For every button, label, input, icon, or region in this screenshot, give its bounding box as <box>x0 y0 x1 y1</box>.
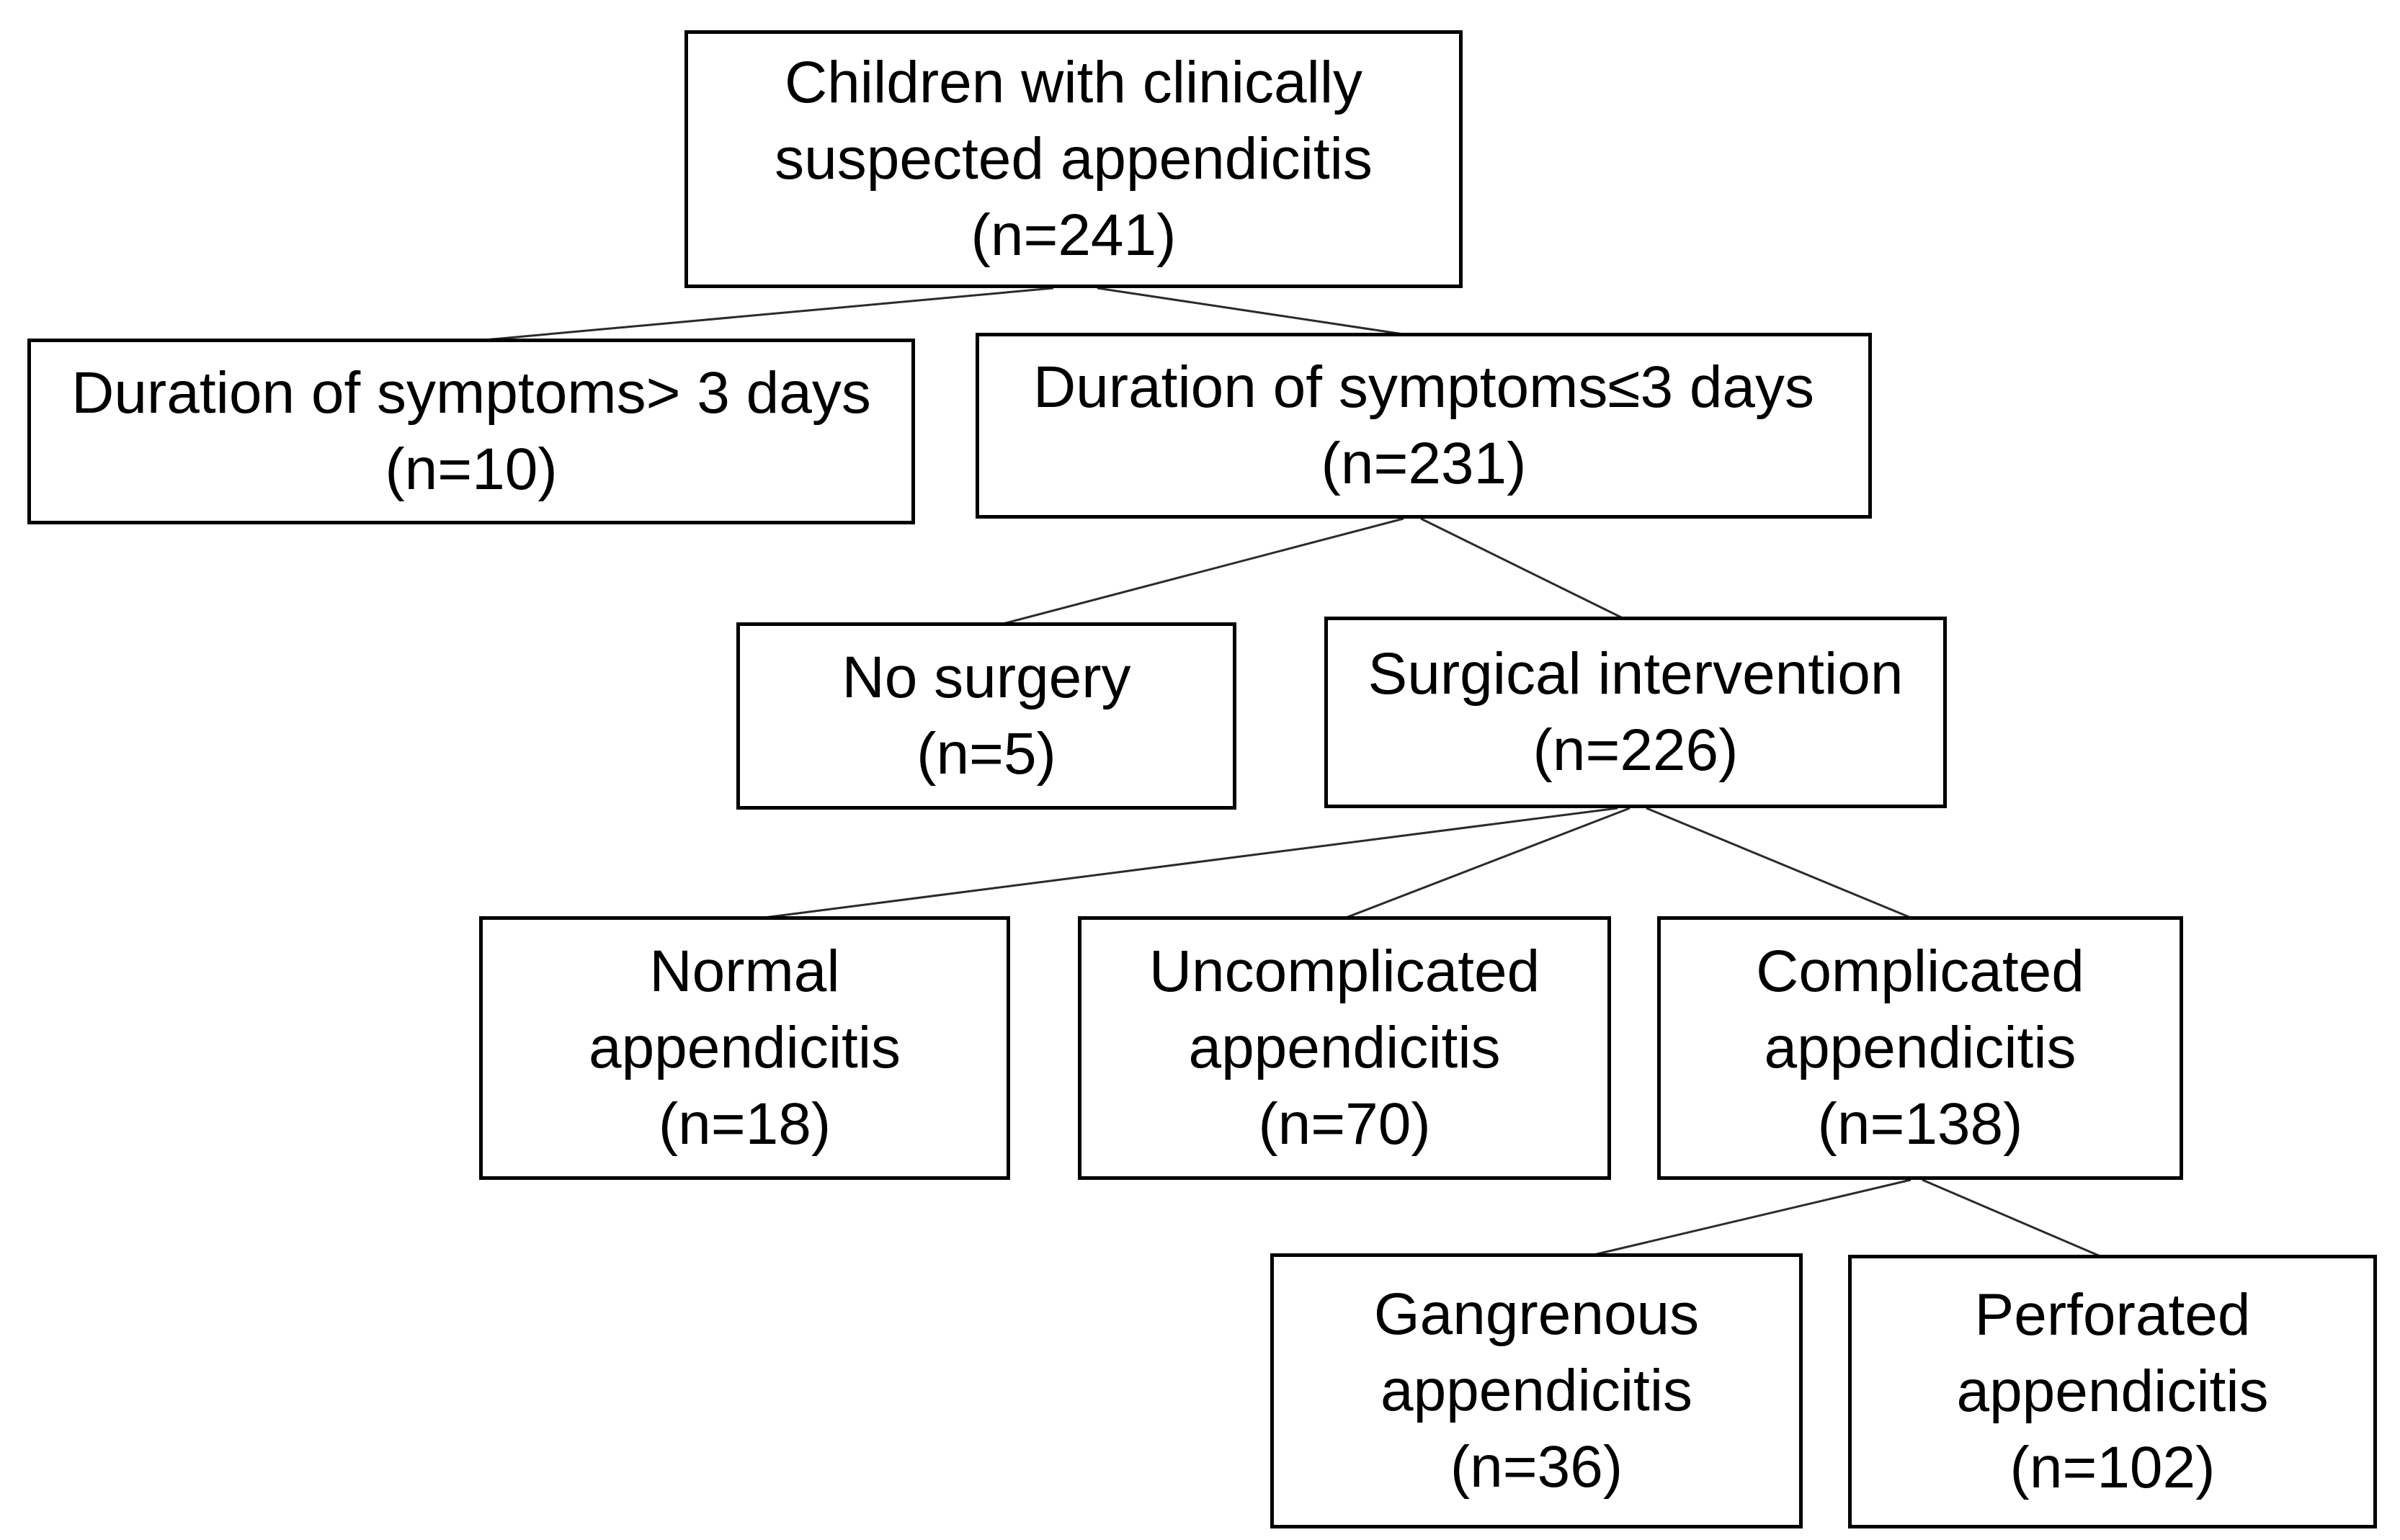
node-count: (n=241) <box>971 202 1177 268</box>
node-label-line: Complicated <box>1756 939 2084 1004</box>
node-count: (n=231) <box>1321 431 1527 496</box>
node-label-line: Children with clinically <box>784 50 1363 115</box>
connector-root-gt3days <box>483 287 1054 341</box>
node-label-line: appendicitis <box>1956 1358 2269 1424</box>
node-surgical-intervention: Surgical intervention (n=226) <box>1324 617 1947 808</box>
node-label-line: Perforated <box>1974 1282 2251 1348</box>
connector-le3days-no-surgery <box>1002 517 1404 625</box>
node-uncomplicated-appendicitis: Uncomplicated appendicitis (n=70) <box>1078 916 1611 1180</box>
node-label-line: appendicitis <box>1380 1358 1693 1423</box>
node-count: (n=36) <box>1450 1434 1623 1500</box>
node-perforated-appendicitis: Perforated appendicitis (n=102) <box>1848 1255 2377 1528</box>
node-label-line: Surgical intervention <box>1368 641 1904 707</box>
node-label-line: suspected appendicitis <box>775 126 1373 192</box>
connector-surgery-normal <box>763 807 1618 919</box>
node-duration-le-3-days: Duration of symptoms≤3 days (n=231) <box>976 333 1872 519</box>
node-count: (n=5) <box>916 721 1056 787</box>
node-label-line: Gangrenous <box>1373 1281 1700 1347</box>
node-count: (n=102) <box>2009 1435 2216 1500</box>
node-label-line: Duration of symptoms≤3 days <box>1032 354 1815 420</box>
node-count: (n=70) <box>1258 1091 1431 1157</box>
node-label-line: Normal <box>649 939 840 1004</box>
node-label-line: Uncomplicated <box>1148 939 1540 1004</box>
node-duration-gt-3-days: Duration of symptoms> 3 days (n=10) <box>27 339 915 524</box>
connector-root-le3days <box>1097 287 1404 336</box>
node-count: (n=226) <box>1533 717 1739 783</box>
node-count: (n=138) <box>1817 1091 2023 1157</box>
node-suspected-appendicitis: Children with clinically suspected appen… <box>684 30 1463 288</box>
connector-le3days-surgery <box>1420 517 1623 619</box>
connector-surgery-complicated <box>1646 807 1911 919</box>
node-gangrenous-appendicitis: Gangrenous appendicitis (n=36) <box>1270 1253 1803 1528</box>
node-label-line: appendicitis <box>1188 1015 1501 1080</box>
node-label-line: No surgery <box>842 645 1131 710</box>
node-complicated-appendicitis: Complicated appendicitis (n=138) <box>1657 916 2183 1180</box>
node-count: (n=18) <box>658 1091 831 1157</box>
node-label-line: Duration of symptoms> 3 days <box>71 360 871 426</box>
connector-complicated-perforated <box>1922 1178 2101 1258</box>
node-count: (n=10) <box>385 437 558 502</box>
node-label-line: appendicitis <box>588 1015 901 1080</box>
node-no-surgery: No surgery (n=5) <box>736 622 1236 810</box>
connector-surgery-uncomplicated <box>1345 807 1631 919</box>
node-label-line: appendicitis <box>1764 1015 2076 1080</box>
connector-complicated-gangrenous <box>1593 1178 1911 1256</box>
node-normal-appendicitis: Normal appendicitis (n=18) <box>479 916 1010 1180</box>
